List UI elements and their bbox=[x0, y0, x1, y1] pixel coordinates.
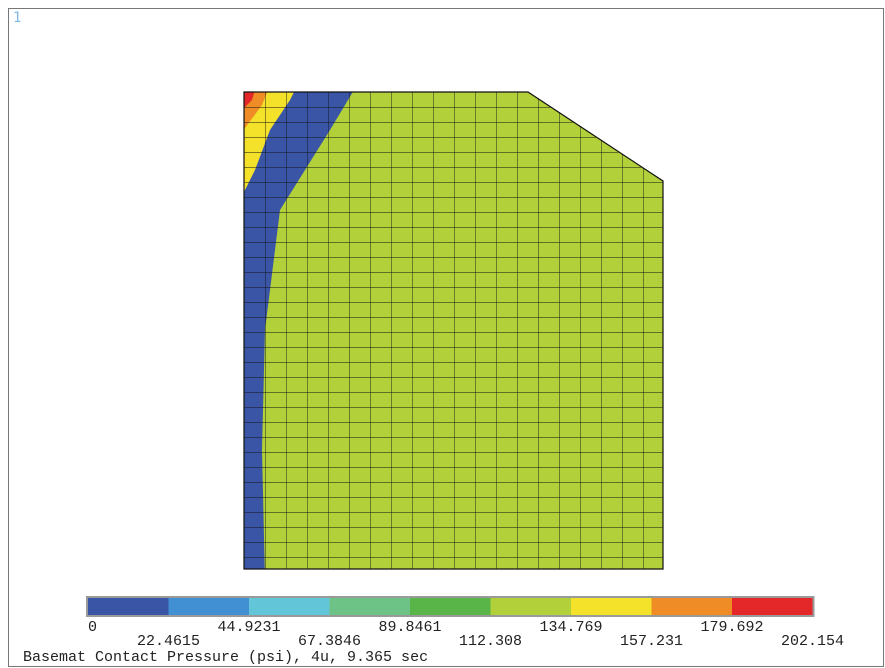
window-number-label: 1 bbox=[13, 10, 22, 26]
legend-swatch bbox=[88, 598, 169, 615]
finite-element-mesh bbox=[244, 92, 663, 569]
legend-boundary-label: 0 bbox=[88, 619, 98, 636]
legend-swatch bbox=[329, 598, 410, 615]
plot-frame bbox=[8, 8, 884, 667]
legend-boundary-label: 134.769 bbox=[539, 619, 603, 636]
legend-swatch bbox=[571, 598, 652, 615]
legend-color-bar bbox=[86, 596, 815, 617]
legend-swatch bbox=[410, 598, 491, 615]
legend-boundary-label: 157.231 bbox=[620, 633, 684, 650]
plate-outline bbox=[243, 91, 664, 570]
legend-boundary-label: 67.3846 bbox=[298, 633, 362, 650]
legend-boundary-label: 44.9231 bbox=[217, 619, 281, 636]
legend-swatch bbox=[651, 598, 732, 615]
legend-boundary-label: 22.4615 bbox=[137, 633, 201, 650]
legend-swatch bbox=[168, 598, 249, 615]
legend-swatch bbox=[732, 598, 813, 615]
legend-boundary-label: 112.308 bbox=[459, 633, 523, 650]
basemat-plate bbox=[243, 91, 664, 570]
legend-boundary-label: 89.8461 bbox=[378, 619, 442, 636]
legend-boundary-label: 179.692 bbox=[700, 619, 764, 636]
plot-caption: Basemat Contact Pressure (psi), 4u, 9.36… bbox=[23, 649, 429, 666]
legend-boundary-label: 202.154 bbox=[781, 633, 845, 650]
legend-swatch bbox=[249, 598, 330, 615]
legend-swatch bbox=[490, 598, 571, 615]
